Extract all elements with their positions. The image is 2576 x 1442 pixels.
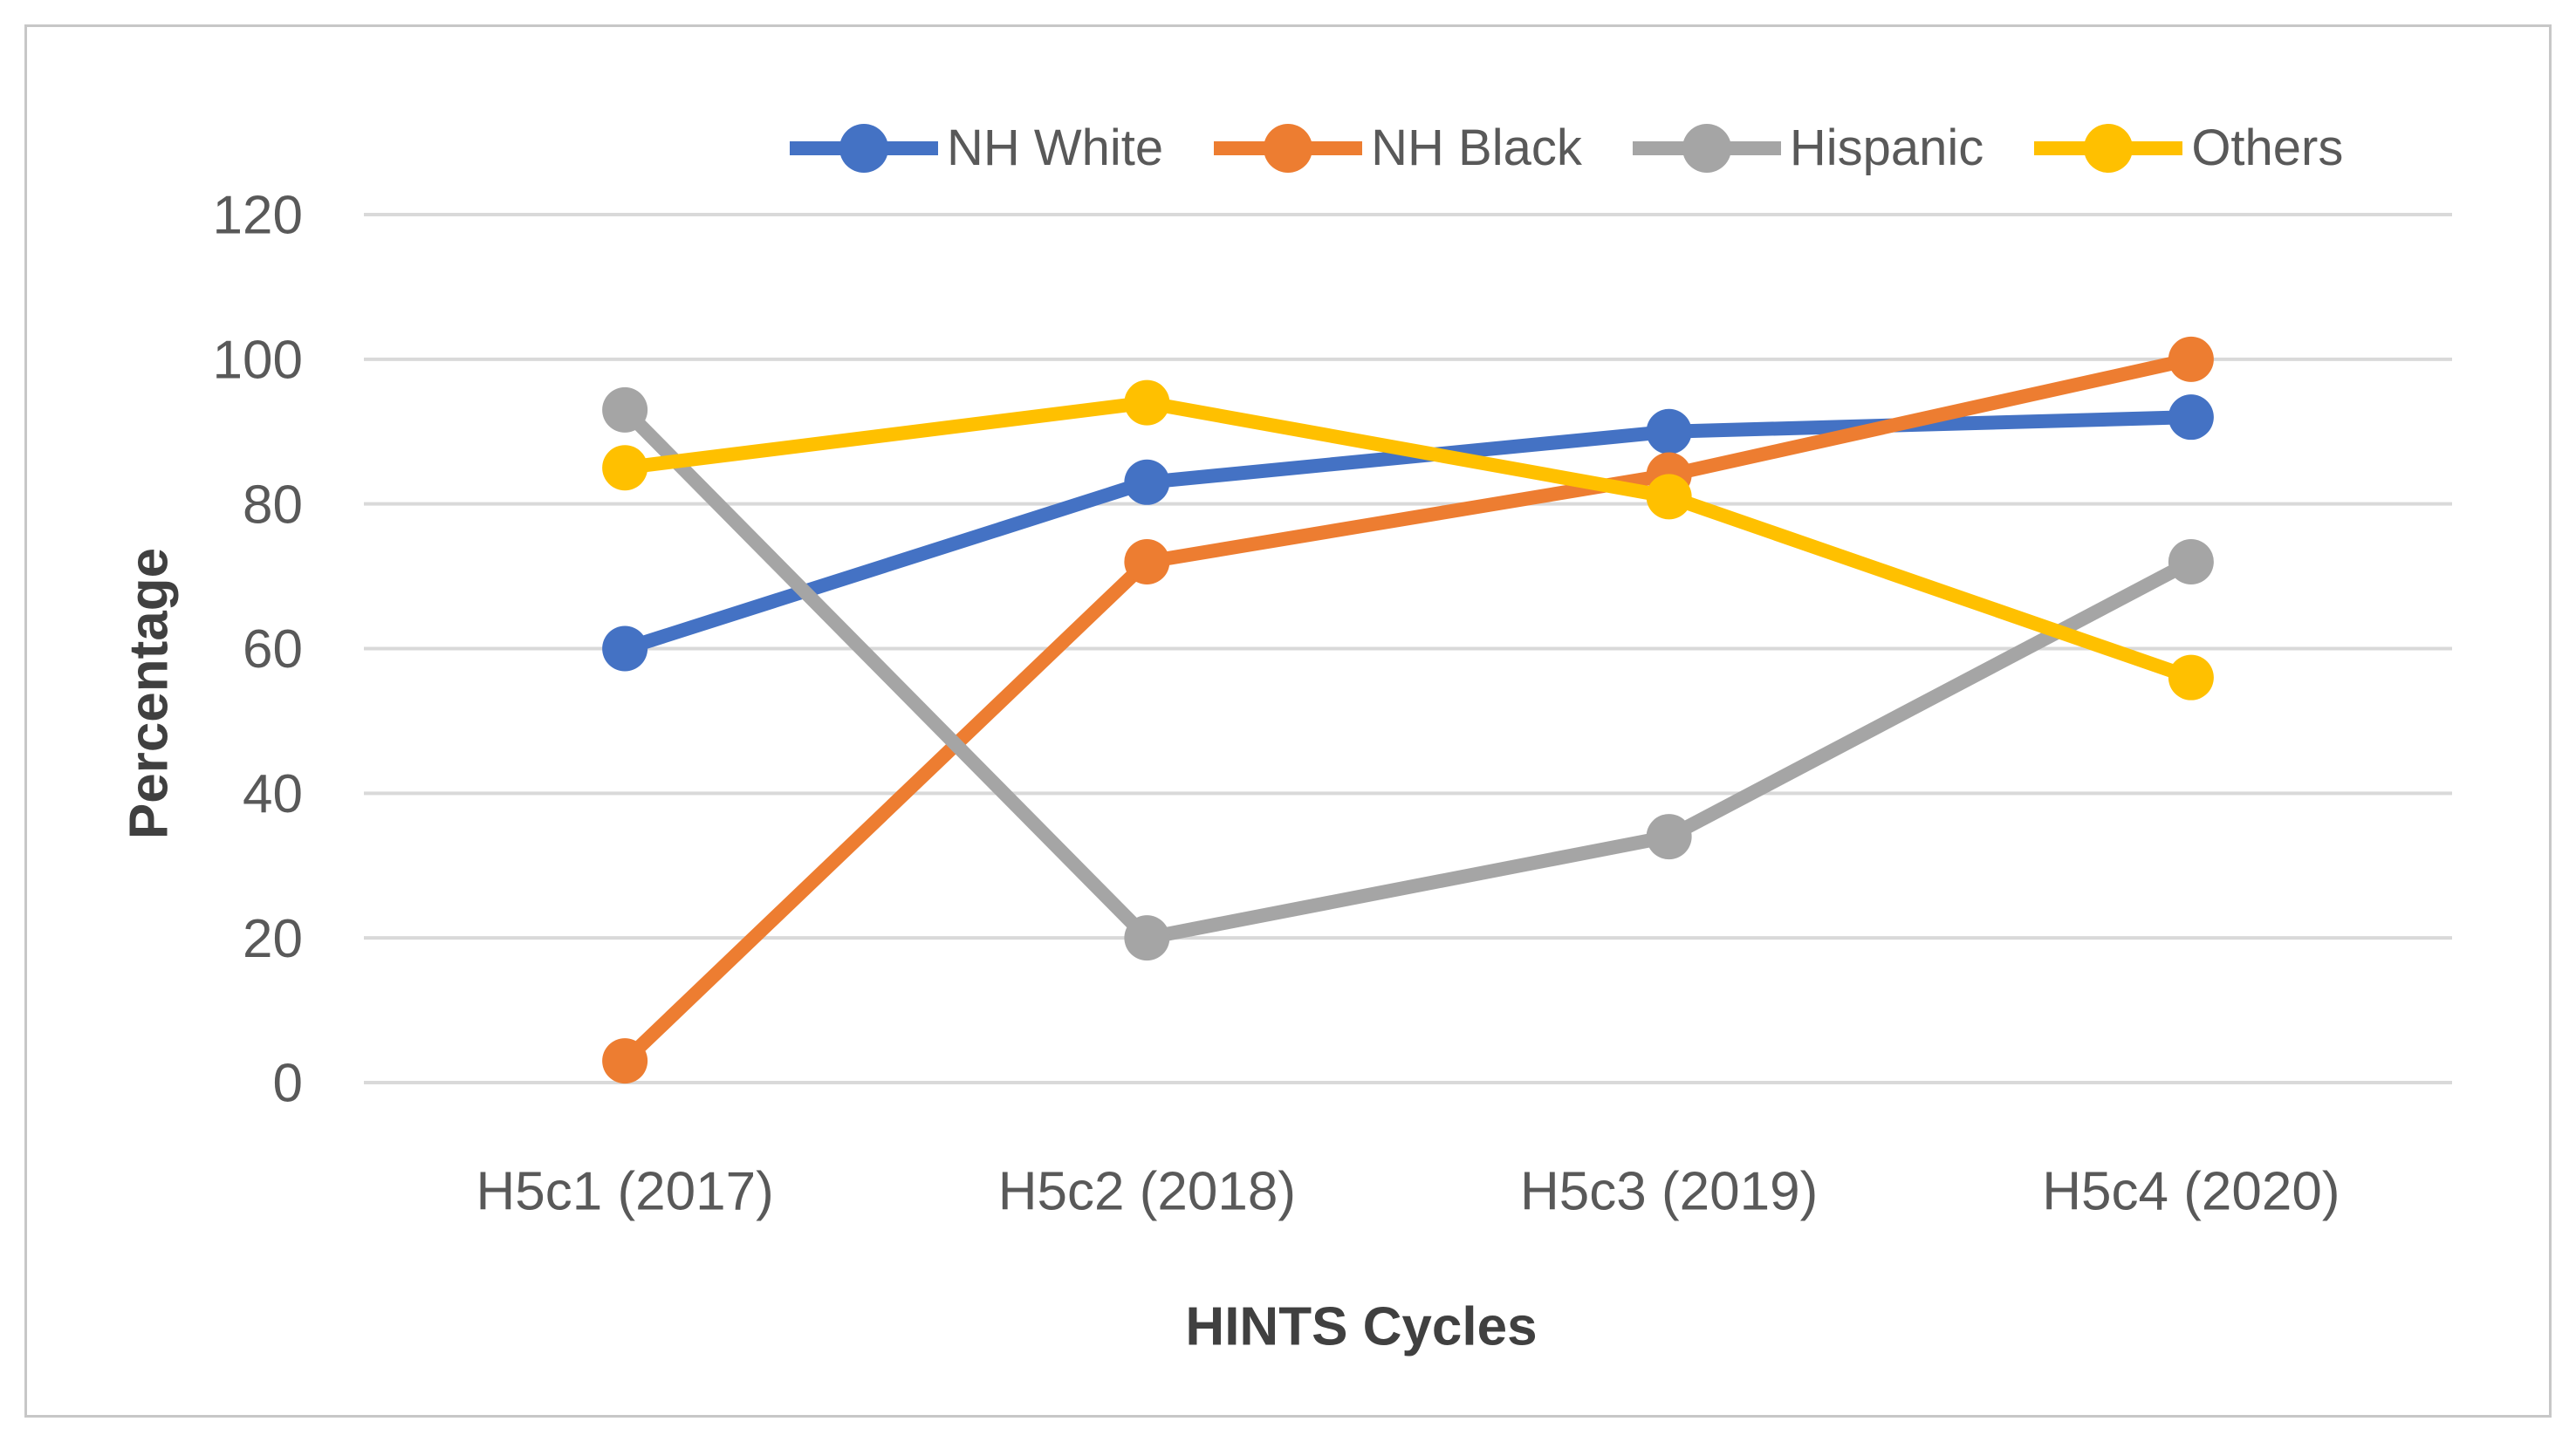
data-point-nh-black-3 [2168, 336, 2214, 382]
legend-item-hispanic: Hispanic [1632, 120, 1984, 176]
legend-marker-nh-black-icon [1214, 124, 1363, 173]
y-tick-label-60: 60 [243, 619, 303, 680]
chart-border [24, 24, 2552, 1418]
data-point-hispanic-0 [602, 386, 648, 433]
legend-item-nh-white: NH White [790, 120, 1163, 176]
data-point-others-2 [1646, 474, 1692, 520]
data-point-nh-white-2 [1646, 408, 1692, 454]
y-tick-label-120: 120 [213, 186, 303, 246]
chart-legend: NH White NH Black Hispanic Others [790, 103, 2343, 194]
series-line-nh-black [618, 352, 2198, 1069]
y-tick-label-100: 100 [213, 331, 303, 391]
x-tick-labels-group: H5c1 (2017) H5c2 (2018) H5c3 (2019) H5c4 (2… [476, 1162, 2340, 1222]
legend-marker-hispanic-icon [1632, 124, 1781, 173]
data-point-nh-white-1 [1124, 459, 1170, 505]
legend-label-others: Others [2191, 120, 2344, 176]
data-point-hispanic-2 [1646, 814, 1692, 860]
data-point-nh-white-0 [602, 625, 648, 672]
legend-item-others: Others [2034, 120, 2343, 176]
legend-marker-others-icon [2034, 124, 2183, 173]
data-point-hispanic-3 [2168, 539, 2214, 584]
legend-marker-nh-white-icon [790, 124, 938, 173]
y-tick-labels-group: 0 20 40 60 80 100 120 [213, 186, 303, 1114]
series-group [602, 336, 2214, 1084]
data-point-others-3 [2168, 654, 2214, 700]
x-tick-label-h5c4-2020-: H5c4 (2020) [2042, 1162, 2340, 1222]
series-line-others [618, 395, 2198, 685]
data-point-hispanic-1 [1124, 915, 1170, 961]
legend-label-hispanic: Hispanic [1789, 120, 1984, 176]
series-line-nh-white [618, 410, 2198, 656]
x-tick-label-h5c1-2017-: H5c1 (2017) [476, 1162, 774, 1222]
y-tick-label-40: 40 [243, 764, 303, 824]
y-tick-label-80: 80 [243, 475, 303, 535]
gridlines-group [364, 213, 2452, 1084]
y-axis-title: Percentage [120, 548, 180, 839]
series-line-hispanic [618, 402, 2198, 946]
x-tick-label-h5c2-2018-: H5c2 (2018) [998, 1162, 1296, 1222]
x-axis-title: HINTS Cycles [1185, 1297, 1537, 1357]
x-tick-label-h5c3-2019-: H5c3 (2019) [1520, 1162, 1818, 1222]
data-point-others-0 [602, 445, 648, 491]
data-point-nh-black-0 [602, 1038, 648, 1084]
data-point-others-1 [1124, 379, 1170, 426]
y-tick-label-20: 20 [243, 909, 303, 969]
legend-item-nh-black: NH Black [1214, 120, 1582, 176]
legend-label-nh-black: NH Black [1371, 120, 1582, 176]
y-tick-label-0: 0 [273, 1054, 303, 1114]
data-point-nh-white-3 [2168, 394, 2214, 441]
data-point-nh-black-1 [1124, 539, 1170, 584]
legend-label-nh-white: NH White [947, 120, 1164, 176]
